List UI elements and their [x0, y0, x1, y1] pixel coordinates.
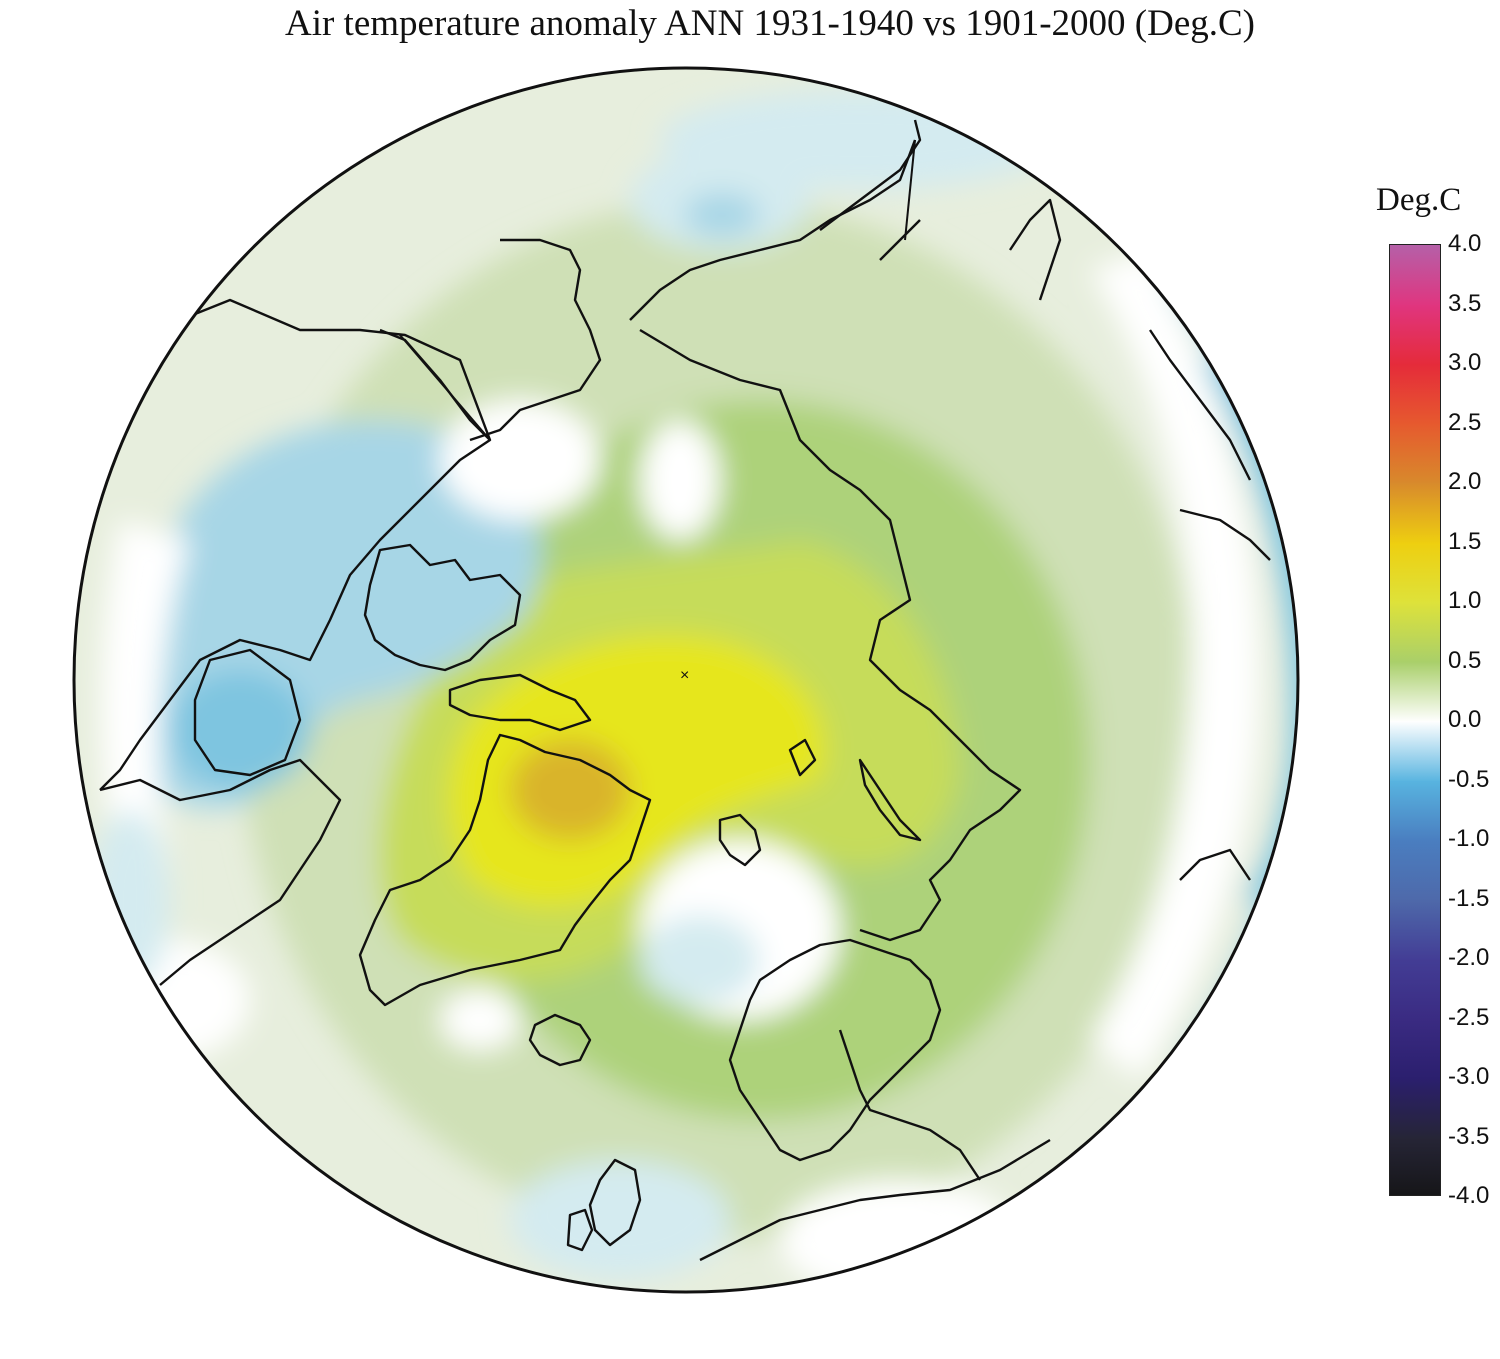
- colorbar-tick-label: 4.0: [1448, 230, 1482, 257]
- colorbar-tick-label: 1.5: [1448, 527, 1482, 555]
- colorbar-tick-label: 0.0: [1448, 706, 1482, 733]
- coastline-hudson-bay: [193, 648, 302, 777]
- colorbar-segment: [1390, 1018, 1440, 1079]
- anomaly-neutral-region-europe: [780, 1180, 1020, 1292]
- north-pole-marker: ×: [680, 667, 689, 684]
- anomaly-neutral-region-central: [440, 400, 600, 520]
- map-boundary-circle: [72, 66, 1300, 1294]
- anomaly-neutral-region-southwest: [90, 940, 250, 1060]
- colorbar-tick-label: -2.0: [1448, 944, 1490, 971]
- coastline-scandinavia: [728, 938, 942, 1162]
- coastline-ellesmere: [448, 673, 592, 732]
- colorbar-segment: [1390, 661, 1440, 722]
- legend-title: Deg.C: [1376, 182, 1462, 218]
- coastline-europe: [699, 1138, 1051, 1262]
- coastline-greenland: [358, 733, 652, 1007]
- anomaly-warm-peak-region: [510, 740, 630, 840]
- anomaly-neutral-band-east: [1090, 250, 1260, 1080]
- anomaly-neutral-region-atlantic: [440, 990, 520, 1050]
- anomaly-cold-weak-region-northeast: [660, 90, 1060, 190]
- colorbar-segment: [1390, 899, 1440, 960]
- colorbar-tick-label: 2.5: [1448, 408, 1482, 436]
- colorbar-tick-label: 3.5: [1448, 289, 1482, 317]
- coastline-chukotka: [469, 238, 602, 442]
- colorbar-segment: [1390, 364, 1440, 425]
- anomaly-cold-weak-region-west: [90, 810, 170, 990]
- coastline-british-isles: [588, 1158, 642, 1247]
- coastline-asia-east: [1009, 198, 1271, 881]
- anomaly-cold-weak-region-southwest: [510, 1160, 730, 1280]
- colorbar-segment: [1390, 959, 1440, 1020]
- colorbar-tick-label: -1.0: [1448, 825, 1490, 852]
- anomaly-neutral-region-pacific: [640, 420, 720, 540]
- coastline-canadian-archipelago: [363, 543, 522, 672]
- anomaly-cold-region-pacific: [684, 193, 760, 237]
- colorbar: [1389, 244, 1441, 1196]
- colorbar-segment: [1390, 245, 1440, 306]
- coastlines: [99, 119, 1271, 1262]
- coastline-iceland: [528, 1013, 592, 1067]
- colorbar-segment: [1390, 1078, 1440, 1139]
- coastline-franz-josef: [788, 738, 817, 777]
- coastline-north-america: [99, 298, 492, 986]
- colorbar-segment: [1390, 423, 1440, 484]
- boundary-alaska-canada: [399, 334, 491, 441]
- colorbar-tick-label: -3.5: [1448, 1122, 1490, 1150]
- colorbar-segment: [1390, 542, 1440, 603]
- colorbar-tick-label: -2.5: [1448, 1003, 1490, 1031]
- anomaly-cold-strong-region-hudson: [170, 670, 310, 790]
- chart-title: Air temperature anomaly ANN 1931-1940 vs…: [284, 3, 1256, 44]
- coastline-kamchatka: [819, 119, 922, 261]
- colorbar-segment: [1390, 780, 1440, 841]
- boundary-siberia-east: [904, 139, 916, 241]
- anomaly-neutral-band-west: [101, 520, 190, 880]
- colorbar-tick-label: 3.0: [1448, 349, 1482, 376]
- anomaly-cold-weak-region-atlantic: [640, 915, 760, 1005]
- colorbar-segment: [1390, 840, 1440, 901]
- anomaly-field: ×: [74, 68, 1298, 1292]
- colorbar-tick-label: 0.5: [1448, 646, 1482, 674]
- anomaly-warm-strong-region: [447, 634, 826, 908]
- colorbar-segment: [1390, 602, 1440, 663]
- coastline-novaya-zemlya: [858, 758, 922, 842]
- coastline-siberia: [629, 139, 1022, 942]
- coastline-svalbard: [718, 813, 762, 867]
- colorbar-tick-label: -3.0: [1448, 1063, 1490, 1090]
- colorbar-tick-label: 2.0: [1448, 468, 1482, 495]
- colorbar-tick-label: 1.0: [1448, 587, 1482, 614]
- colorbar-tick-label: -4.0: [1448, 1182, 1490, 1209]
- coastline-alaska: [379, 328, 491, 441]
- coastline-ireland: [566, 1208, 594, 1252]
- colorbar-tick-label: -0.5: [1448, 765, 1490, 793]
- colorbar-segment: [1390, 721, 1440, 782]
- colorbar-tick-label: -1.5: [1448, 884, 1490, 912]
- colorbar-segment: [1390, 304, 1440, 365]
- colorbar-segment: [1390, 483, 1440, 544]
- colorbar-segment: [1390, 1137, 1440, 1195]
- coastline-baltic: [838, 1029, 981, 1181]
